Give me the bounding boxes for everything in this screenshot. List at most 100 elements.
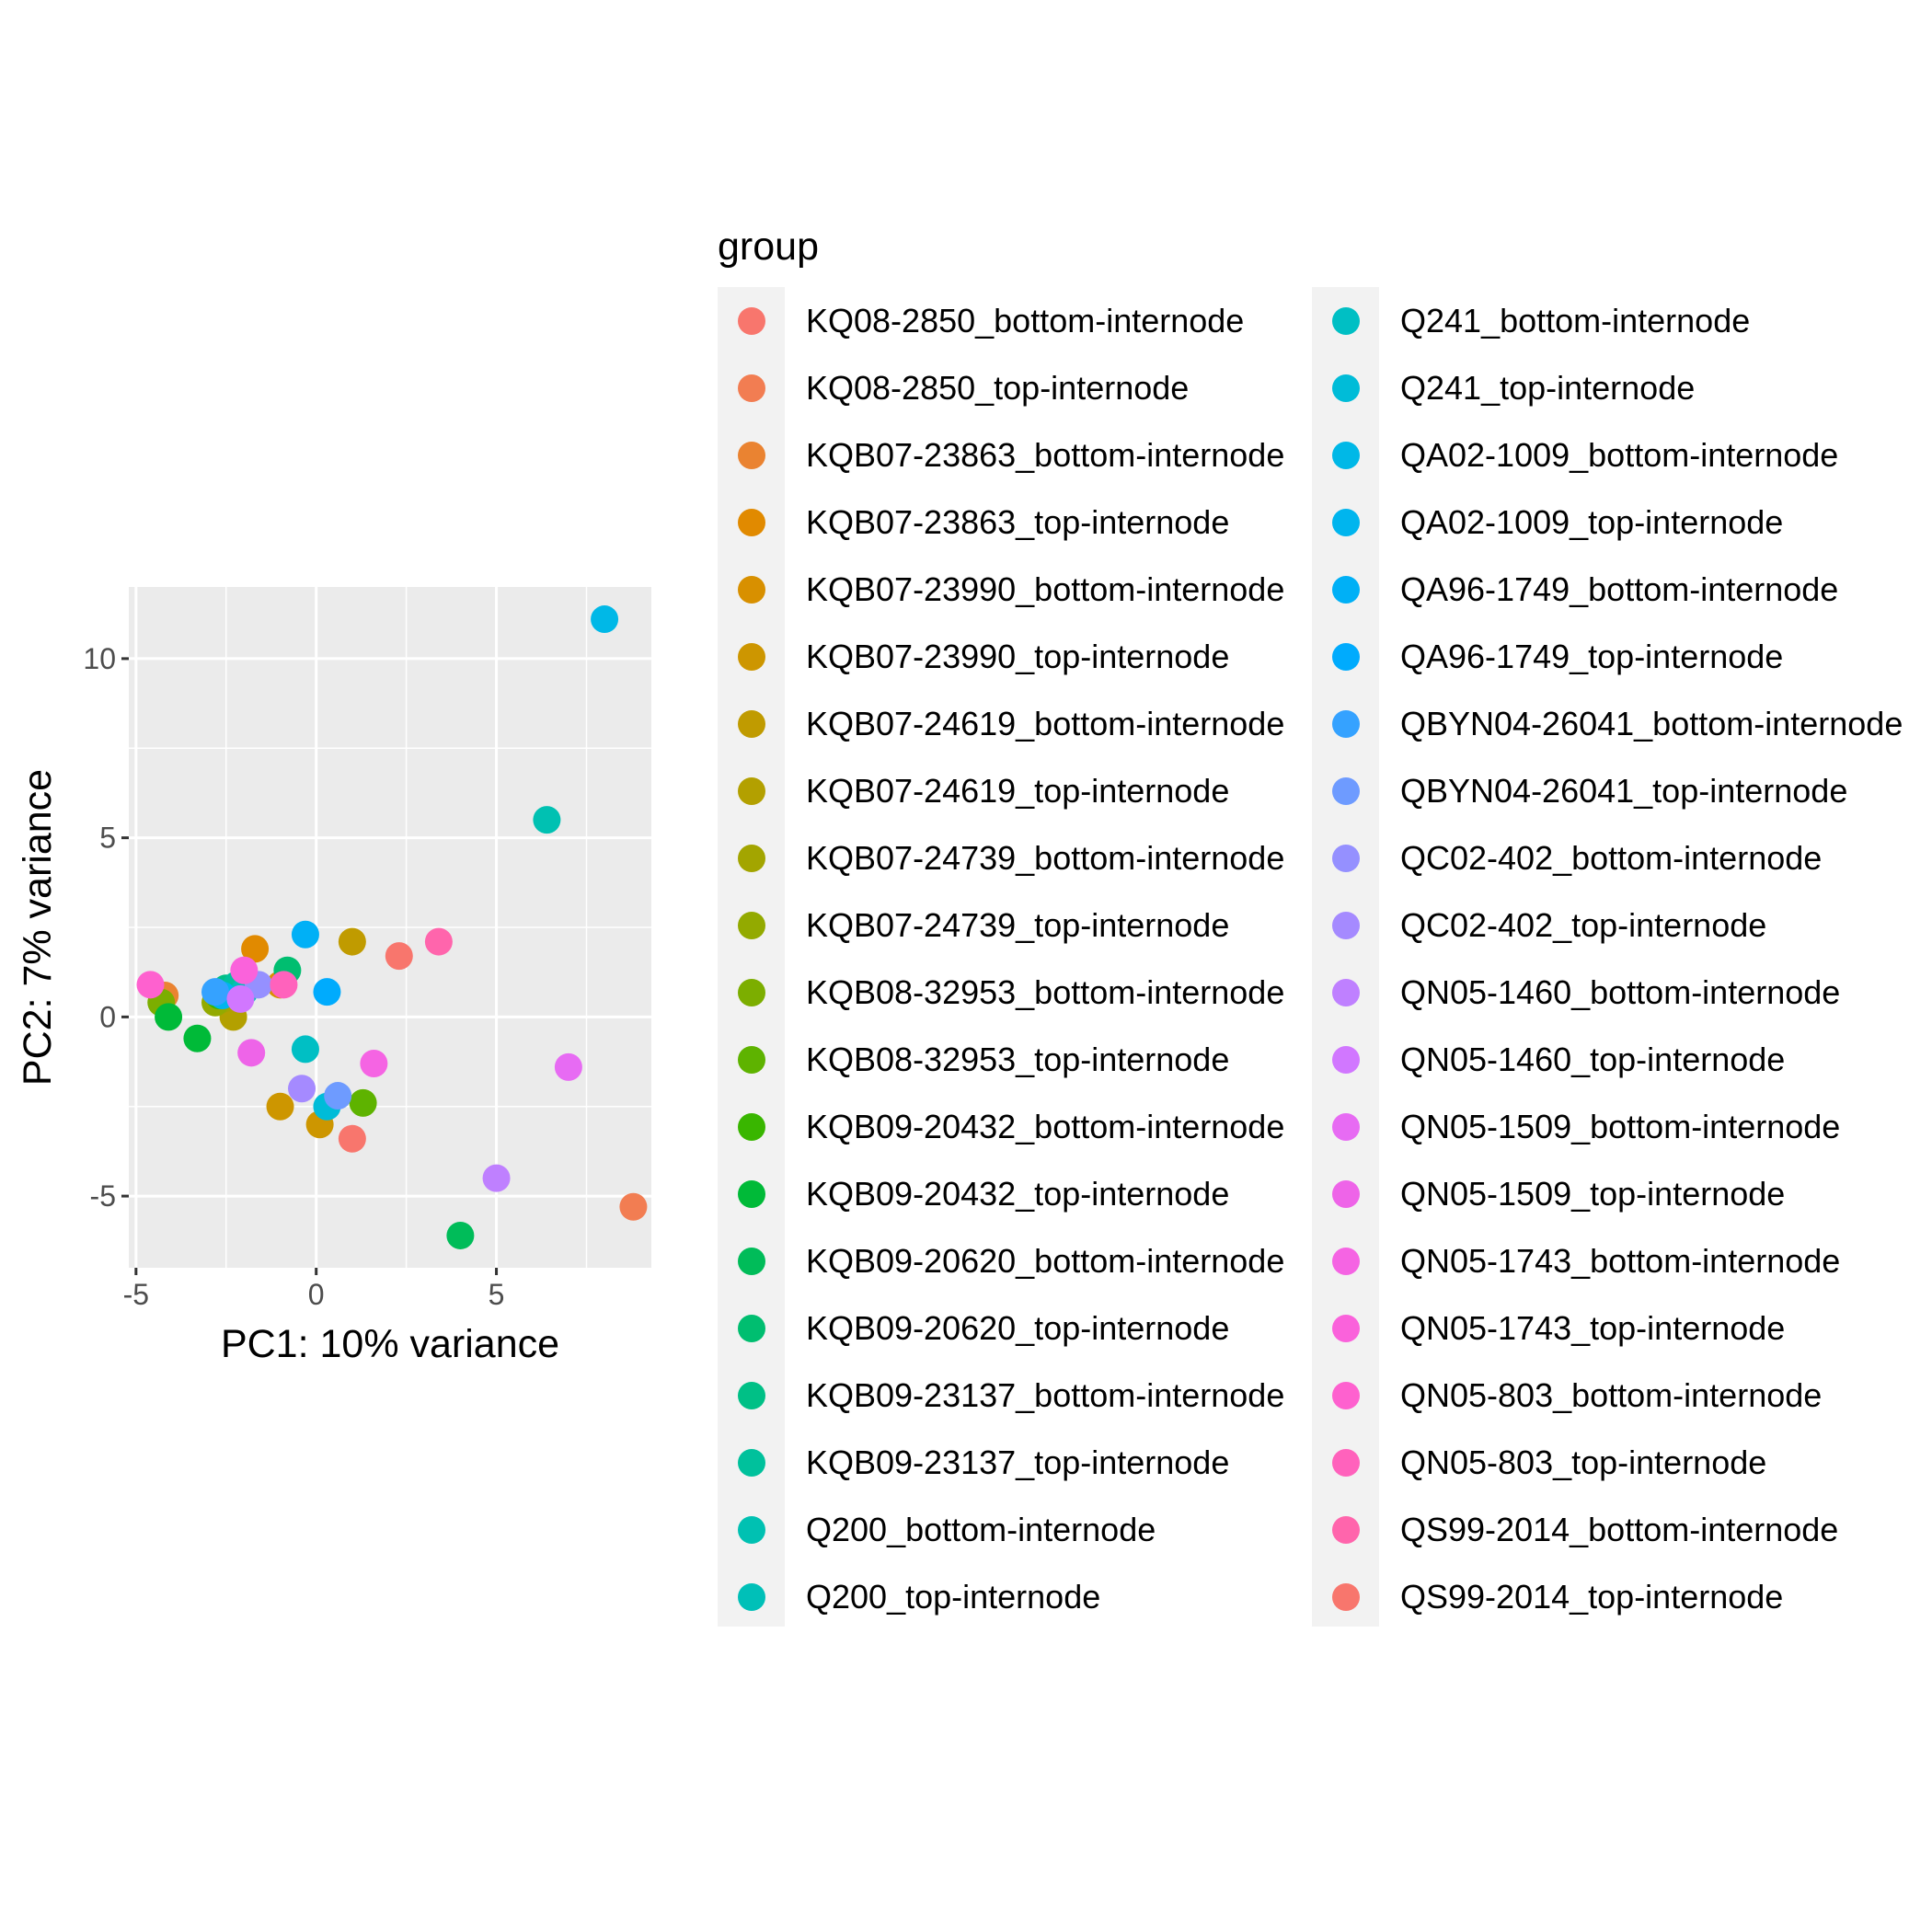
legend-label: KQB08-32953_bottom-internode [806, 973, 1284, 1011]
legend-key [738, 509, 765, 536]
legend-key [1332, 845, 1360, 872]
data-point [183, 1024, 212, 1052]
legend-label: QN05-1743_bottom-internode [1400, 1242, 1840, 1280]
data-point [554, 1052, 582, 1081]
legend-label: QS99-2014_bottom-internode [1400, 1511, 1838, 1548]
legend-key [1332, 307, 1360, 335]
legend-key [1332, 1516, 1360, 1544]
data-point [270, 971, 298, 999]
legend-label: QC02-402_bottom-internode [1400, 839, 1822, 877]
legend-key [738, 1180, 765, 1208]
data-point [338, 927, 366, 956]
legend-key [738, 442, 765, 469]
legend-label: KQB09-20620_bottom-internode [806, 1242, 1284, 1280]
legend-key [1332, 979, 1360, 1006]
legend-label: QA02-1009_bottom-internode [1400, 436, 1838, 474]
legend-label: QA96-1749_bottom-internode [1400, 570, 1838, 608]
y-tick-label: 10 [83, 642, 116, 675]
legend-label: QN05-1460_top-internode [1400, 1041, 1785, 1078]
data-point [619, 1192, 648, 1221]
legend-label: KQB07-24619_top-internode [806, 772, 1229, 810]
y-tick-label: 5 [99, 822, 116, 855]
legend-key [738, 1315, 765, 1342]
legend-key-column-1 [718, 287, 785, 1627]
legend-label: KQB07-23863_bottom-internode [806, 436, 1284, 474]
data-point [230, 956, 259, 984]
data-point [424, 927, 453, 956]
legend-key [738, 1583, 765, 1611]
legend-key-column-2 [1312, 287, 1379, 1627]
data-point [226, 984, 255, 1013]
y-tick-label: -5 [90, 1179, 116, 1213]
legend-label: KQB07-23863_top-internode [806, 503, 1229, 541]
data-point [288, 1075, 316, 1103]
x-axis-title: PC1: 10% variance [221, 1322, 559, 1366]
axes: -5 0 5 -5 0 5 10 [83, 642, 504, 1311]
legend-label: KQB09-23137_bottom-internode [806, 1376, 1284, 1414]
legend-label: KQB07-24739_top-internode [806, 906, 1229, 944]
legend-key [738, 912, 765, 939]
legend-label: QA96-1749_top-internode [1400, 638, 1783, 675]
legend-label: QBYN04-26041_bottom-internode [1400, 705, 1903, 742]
data-point [338, 1124, 366, 1153]
legend-label: QN05-1460_bottom-internode [1400, 973, 1840, 1011]
data-point [155, 1003, 183, 1031]
y-axis-title: PC2: 7% variance [16, 769, 60, 1086]
legend-label: QC02-402_top-internode [1400, 906, 1766, 944]
legend-key [1332, 1180, 1360, 1208]
legend-key [738, 979, 765, 1006]
legend-label: KQB09-20432_top-internode [806, 1175, 1229, 1213]
legend-key [1332, 374, 1360, 402]
legend-label: QN05-1743_top-internode [1400, 1309, 1785, 1347]
legend-key [1332, 643, 1360, 671]
legend-key [1332, 1449, 1360, 1477]
legend-label: KQ08-2850_bottom-internode [806, 302, 1244, 339]
data-point [446, 1221, 475, 1249]
legend-key [738, 1248, 765, 1275]
legend-label: QN05-803_bottom-internode [1400, 1376, 1822, 1414]
legend-label: QN05-803_top-internode [1400, 1443, 1766, 1481]
data-point [482, 1164, 511, 1192]
legend-label: KQB07-24739_bottom-internode [806, 839, 1284, 877]
legend-key [738, 576, 765, 604]
legend-label: QS99-2014_top-internode [1400, 1578, 1783, 1616]
legend-label: KQB08-32953_top-internode [806, 1041, 1229, 1078]
data-point [360, 1050, 388, 1077]
legend-key [1332, 1248, 1360, 1275]
legend-key [1332, 576, 1360, 604]
data-point [591, 605, 619, 634]
legend-key [738, 374, 765, 402]
legend-key [1332, 1583, 1360, 1611]
x-tick-label: -5 [123, 1278, 149, 1311]
legend-key [738, 1516, 765, 1544]
legend-label: KQB07-23990_top-internode [806, 638, 1229, 675]
data-point [385, 942, 413, 971]
legend-label: KQB07-23990_bottom-internode [806, 570, 1284, 608]
legend-label: KQB09-23137_top-internode [806, 1443, 1229, 1481]
legend-title: group [718, 224, 819, 269]
data-point [266, 1092, 294, 1121]
legend-label: Q241_top-internode [1400, 369, 1695, 407]
legend-label: QN05-1509_top-internode [1400, 1175, 1785, 1213]
x-tick-label: 0 [308, 1278, 325, 1311]
legend-label: Q200_bottom-internode [806, 1511, 1156, 1548]
data-point [241, 935, 270, 963]
legend-key [738, 1113, 765, 1141]
legend-key [1332, 912, 1360, 939]
data-point [324, 1082, 352, 1110]
grid-major [129, 587, 651, 1268]
legend-key [1332, 1046, 1360, 1074]
data-point [291, 1035, 319, 1064]
data-point [237, 1039, 266, 1067]
legend-label: Q241_bottom-internode [1400, 302, 1750, 339]
data-point [136, 971, 165, 999]
legend-label: KQB09-20620_top-internode [806, 1309, 1229, 1347]
legend-key [1332, 710, 1360, 738]
legend-key [738, 1046, 765, 1074]
legend-key [738, 307, 765, 335]
legend-key [738, 1382, 765, 1409]
y-tick-label: 0 [99, 1000, 116, 1033]
legend-key [738, 643, 765, 671]
x-tick-label: 5 [489, 1278, 505, 1311]
